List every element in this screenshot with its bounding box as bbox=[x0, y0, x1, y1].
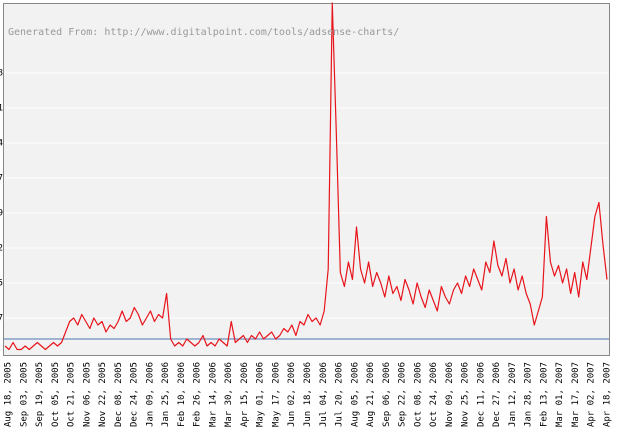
data-line bbox=[4, 2, 608, 351]
x-tick-label: Feb 10, 2006 bbox=[177, 362, 187, 427]
source-note: Generated From: http://www.digitalpoint.… bbox=[8, 27, 399, 38]
x-tick-label: Oct 08, 2006 bbox=[413, 362, 423, 427]
x-tick-label: Sep 06, 2006 bbox=[382, 362, 392, 427]
marks bbox=[4, 2, 609, 351]
x-tick-label: Nov 25, 2006 bbox=[461, 362, 471, 427]
x-tick-label: Oct 24, 2006 bbox=[429, 362, 439, 427]
y-tick-label: 8 bbox=[0, 69, 3, 79]
x-tick-label: Mar 30, 2006 bbox=[224, 362, 234, 427]
x-tick-label: Sep 22, 2006 bbox=[398, 362, 408, 427]
x-tick-label: Nov 06, 2005 bbox=[82, 362, 92, 427]
x-tick-label: Apr 15, 2006 bbox=[240, 362, 250, 427]
x-tick-label: Dec 11, 2006 bbox=[476, 362, 486, 427]
x-tick-label: Mar 01, 2007 bbox=[555, 362, 565, 427]
x-tick-label: Mar 14, 2006 bbox=[208, 362, 218, 427]
x-tick-label: Jan 09, 2006 bbox=[145, 362, 155, 427]
x-tick-label: Jan 25, 2006 bbox=[161, 362, 171, 427]
x-tick-label: Feb 13, 2007 bbox=[539, 362, 549, 427]
x-tick-label: May 01, 2006 bbox=[256, 362, 266, 427]
x-tick-label: Sep 19, 2005 bbox=[35, 362, 45, 427]
x-tick-label: Jul 04, 2006 bbox=[319, 362, 329, 427]
grid bbox=[4, 72, 609, 319]
y-tick-label: 1 bbox=[0, 104, 3, 114]
x-tick-label: Aug 21, 2006 bbox=[366, 362, 376, 427]
plot-area bbox=[3, 3, 610, 356]
x-tick-label: Aug 18, 2005 bbox=[4, 362, 14, 427]
x-tick-label: Mar 17, 2007 bbox=[571, 362, 581, 427]
x-tick-label: Dec 08, 2005 bbox=[114, 362, 124, 427]
y-tick-label: 4 bbox=[0, 139, 3, 149]
x-tick-label: Dec 27, 2006 bbox=[492, 362, 502, 427]
x-tick-label: Jan 12, 2007 bbox=[508, 362, 518, 427]
x-tick-label: Feb 26, 2006 bbox=[193, 362, 203, 427]
x-tick-label: Sep 03, 2005 bbox=[19, 362, 29, 427]
x-tick-label: May 17, 2006 bbox=[271, 362, 281, 427]
x-tick-label: Aug 05, 2006 bbox=[350, 362, 360, 427]
x-tick-label: Oct 05, 2005 bbox=[51, 362, 61, 427]
x-tick-label: Nov 09, 2006 bbox=[445, 362, 455, 427]
x-tick-label: Oct 21, 2005 bbox=[67, 362, 77, 427]
x-tick-label: Nov 22, 2005 bbox=[98, 362, 108, 427]
x-tick-label: Jun 02, 2006 bbox=[287, 362, 297, 427]
y-tick-label: 9 bbox=[0, 209, 3, 219]
y-tick-label: 5 bbox=[0, 279, 3, 289]
x-tick-label: Jun 18, 2006 bbox=[303, 362, 313, 427]
x-tick-label: Jan 28, 2007 bbox=[524, 362, 534, 427]
x-tick-label: Apr 18, 2007 bbox=[603, 362, 613, 427]
x-tick-label: Dec 24, 2005 bbox=[130, 362, 140, 427]
x-tick-label: Jul 20, 2006 bbox=[335, 362, 345, 427]
y-tick-label: 7 bbox=[0, 314, 3, 324]
x-tick-label: Apr 02, 2007 bbox=[587, 362, 597, 427]
y-tick-label: 7 bbox=[0, 174, 3, 184]
y-tick-label: 2 bbox=[0, 244, 3, 254]
